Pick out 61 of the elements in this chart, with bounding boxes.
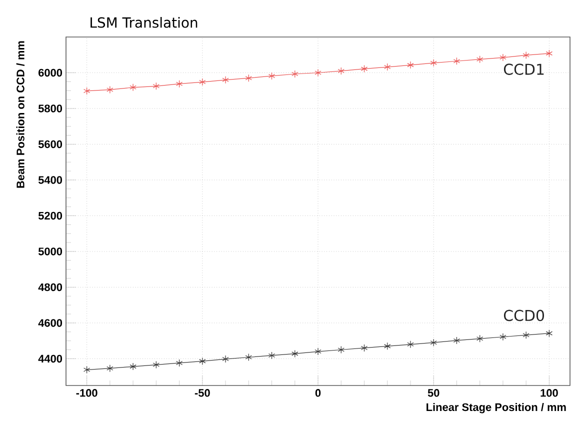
x-tick-label: 50 (428, 389, 440, 397)
point (453, 336, 460, 344)
x-tick-label: 100 (540, 389, 558, 397)
y-tick-label: 4800 (38, 283, 62, 292)
point (430, 59, 437, 67)
point (106, 86, 114, 94)
point (453, 57, 460, 65)
y-tick-label: 5200 (38, 212, 62, 220)
point (106, 364, 114, 372)
point (222, 355, 229, 363)
point (268, 352, 276, 360)
point (546, 50, 553, 58)
point (384, 342, 391, 350)
point (245, 353, 252, 362)
point (268, 72, 276, 80)
point (199, 78, 206, 86)
y-tick-label: 5600 (38, 140, 62, 148)
point (130, 362, 136, 370)
point (360, 344, 368, 352)
series-label: CCD0 (504, 310, 544, 322)
point (546, 330, 553, 338)
point (83, 366, 90, 374)
series-label: CCD1 (504, 64, 544, 75)
y-tick-label: 5400 (38, 176, 62, 184)
y-tick-label: 6000 (38, 68, 62, 77)
point (83, 87, 90, 95)
y-tick-label: 4600 (38, 319, 62, 327)
point (500, 54, 506, 62)
point (314, 348, 322, 356)
point (407, 61, 414, 69)
point (292, 350, 298, 358)
point (522, 331, 530, 339)
point (292, 70, 298, 78)
point (314, 68, 322, 77)
x-tick-label: 0 (315, 389, 321, 397)
point (199, 357, 206, 365)
y-tick-label: 4400 (38, 354, 62, 363)
point (338, 346, 344, 354)
x-tick-label: -50 (194, 389, 210, 397)
point (338, 67, 344, 75)
point (430, 338, 437, 346)
point (407, 340, 414, 348)
point (476, 334, 484, 342)
point (176, 359, 183, 367)
y-tick-label: 5800 (38, 104, 62, 112)
point (522, 51, 530, 60)
y-tick-label: 5000 (38, 248, 62, 256)
point (130, 84, 136, 92)
point (152, 360, 160, 369)
x-tick-label: -100 (76, 389, 98, 397)
point (360, 65, 368, 73)
point (176, 80, 183, 88)
point (500, 333, 506, 341)
point (245, 74, 252, 82)
point (222, 76, 229, 84)
point (152, 82, 160, 90)
chart-title: LSM Translation (90, 17, 198, 28)
point (384, 63, 391, 71)
x-axis-title: Linear Stage Position / mm (426, 403, 566, 414)
point (476, 56, 484, 64)
y-axis-title: Beam Position on CCD / mm (16, 41, 24, 188)
